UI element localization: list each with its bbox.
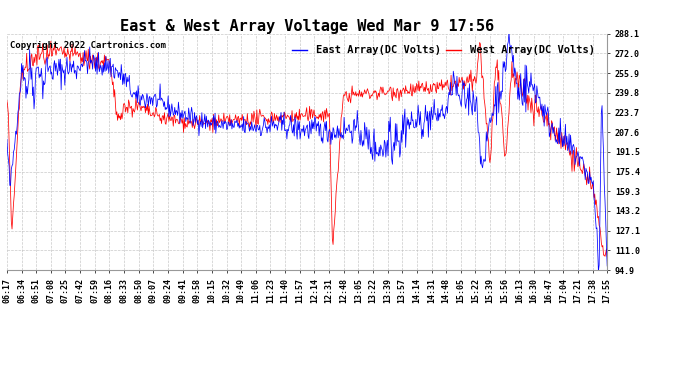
Text: Copyright 2022 Cartronics.com: Copyright 2022 Cartronics.com [10, 41, 166, 50]
Title: East & West Array Voltage Wed Mar 9 17:56: East & West Array Voltage Wed Mar 9 17:5… [120, 19, 494, 34]
Legend: East Array(DC Volts), West Array(DC Volts): East Array(DC Volts), West Array(DC Volt… [288, 41, 599, 60]
